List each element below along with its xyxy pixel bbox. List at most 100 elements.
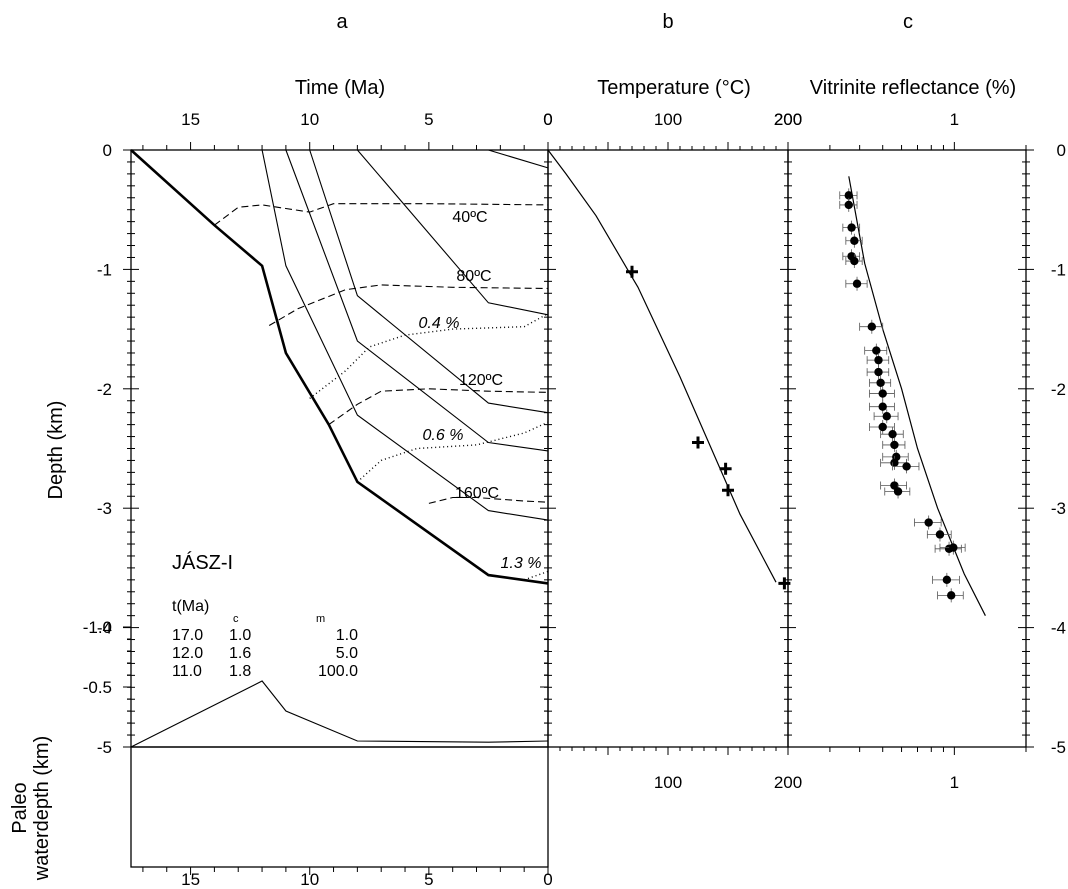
ro-data-point xyxy=(844,191,853,200)
table-cell-t: 11.0 xyxy=(172,663,202,680)
panel-a-plot xyxy=(130,149,549,585)
water-tick-label: -1.0 xyxy=(83,618,112,637)
water-tick-label: -0.5 xyxy=(83,678,112,697)
ro-label-06: 0.6 % xyxy=(423,427,464,444)
table-header-t: t(Ma) xyxy=(172,598,209,615)
panel-b-frame xyxy=(547,149,789,748)
temperature-data-point xyxy=(722,484,734,497)
depth-tick-label-right: 0 xyxy=(1057,141,1066,160)
time-tick-label-top: 5 xyxy=(424,110,433,129)
table-cell-c: 1.0 xyxy=(229,627,251,644)
ro-tick-label-top: 1 xyxy=(950,110,959,129)
ro-data-point xyxy=(935,530,945,539)
ro-data-point xyxy=(893,487,903,496)
time-tick-label-bottom: 5 xyxy=(424,870,433,889)
ro-data-point xyxy=(852,279,862,288)
waterdepth-line xyxy=(130,680,549,748)
panel-c-plot xyxy=(839,176,986,616)
isotherm-line xyxy=(428,496,549,504)
paleo-axis-title-line2: waterdepth (km) xyxy=(31,736,53,882)
time-tick-label-top: 15 xyxy=(181,110,200,129)
ro-data-point xyxy=(890,440,899,450)
ro-data-point xyxy=(888,429,897,439)
ro-label-04: 0.4 % xyxy=(419,315,460,332)
temp-tick-label-top-end: 200 xyxy=(774,110,802,129)
temp-tick-label-bottom: 200 xyxy=(774,773,802,792)
panel-a-bottom-plot xyxy=(130,680,549,748)
ro-data-point xyxy=(874,355,883,365)
time-tick-label-bottom: 15 xyxy=(181,870,200,889)
panel-label-a: a xyxy=(336,11,348,33)
basement-line xyxy=(130,149,549,585)
isotherm-line xyxy=(214,203,549,226)
depth-tick-label-left: -2 xyxy=(97,380,112,399)
depth-tick-label-left: 0 xyxy=(103,141,112,160)
depth-tick-label-left: -3 xyxy=(97,499,112,518)
horizon-line xyxy=(309,149,549,414)
time-tick-label-zero: 0 xyxy=(543,110,552,129)
time-tick-label-bottom: 10 xyxy=(300,870,319,889)
ro-data-point xyxy=(850,236,859,245)
table-cell-c: 1.6 xyxy=(229,645,251,662)
temperature-model-line xyxy=(547,149,777,583)
panel-c-frame xyxy=(787,149,1027,748)
ro-data-point xyxy=(924,518,933,527)
ro-data-point xyxy=(942,575,952,585)
ro-data-point xyxy=(874,367,883,377)
table-cell-c: 1.8 xyxy=(229,663,251,680)
paleo-axis-title-line1: Paleo xyxy=(9,782,31,833)
depth-tick-label-left: -1 xyxy=(97,260,112,279)
isotherm-label-40: 40ºC xyxy=(452,209,487,226)
ro-data-point xyxy=(902,462,911,471)
horizon-line xyxy=(285,149,549,452)
panel-label-b: b xyxy=(662,11,673,33)
depth-tick-label-right: -2 xyxy=(1051,380,1066,399)
ro-data-point xyxy=(949,543,958,552)
table-header-c: c xyxy=(233,613,239,625)
table-cell-t: 17.0 xyxy=(172,627,203,644)
ro-data-point xyxy=(878,389,887,398)
ro-data-point xyxy=(844,200,853,210)
time-axis-title: Time (Ma) xyxy=(295,77,385,99)
ro-tick-label-bottom: 1 xyxy=(950,773,959,792)
ro-data-point xyxy=(867,322,877,331)
ro-line xyxy=(309,312,549,399)
temp-tick-label-bottom: 100 xyxy=(654,773,682,792)
temperature-axis-title: Temperature (°C) xyxy=(597,77,751,99)
ro-line xyxy=(523,570,549,581)
table-cell-m: 5.0 xyxy=(336,645,358,662)
table-cell-m: 100.0 xyxy=(318,663,358,680)
isotherm-line xyxy=(328,388,549,426)
ro-model-line xyxy=(848,176,986,616)
depth-tick-label-right: -1 xyxy=(1051,260,1066,279)
isotherm-label-160: 160ºC xyxy=(455,485,499,502)
table-cell-t: 12.0 xyxy=(172,645,203,662)
time-tick-label-bottom: 0 xyxy=(543,870,552,889)
temp-tick-label-top: 200 xyxy=(774,110,802,129)
horizon-line xyxy=(356,149,549,316)
ro-data-point xyxy=(882,412,891,421)
depth-axis-title: Depth (km) xyxy=(45,401,67,500)
ro-data-point xyxy=(876,378,885,388)
vitrinite-axis-title: Vitrinite reflectance (%) xyxy=(810,77,1016,99)
table-cell-m: 1.0 xyxy=(336,627,358,644)
depth-tick-label-left: -4 xyxy=(97,619,112,638)
panel-a-bottom-frame xyxy=(130,746,549,868)
panel-b-plot xyxy=(547,149,791,590)
ro-data-point xyxy=(878,422,887,432)
ro-data-point xyxy=(947,591,956,600)
temperature-data-point xyxy=(626,265,638,278)
isotherm-line xyxy=(268,284,549,326)
ro-data-point xyxy=(878,402,887,411)
axis-ticks: 15 15 10 10 5 5 0 0 0 0 -1 -1 -2 -2 -3 -3 -4 -4 -5 -5 100 100… xyxy=(83,110,1066,889)
well-name: JÁSZ-I xyxy=(172,551,233,574)
horizon-line xyxy=(488,149,549,169)
panel-label-c: c xyxy=(903,11,913,33)
ro-data-point xyxy=(850,256,859,266)
temperature-data-point xyxy=(778,577,791,590)
horizon-line xyxy=(261,149,549,521)
ro-data-point xyxy=(890,458,899,468)
temperature-data-point xyxy=(692,436,704,449)
time-tick-label-top: 0 xyxy=(543,110,552,129)
